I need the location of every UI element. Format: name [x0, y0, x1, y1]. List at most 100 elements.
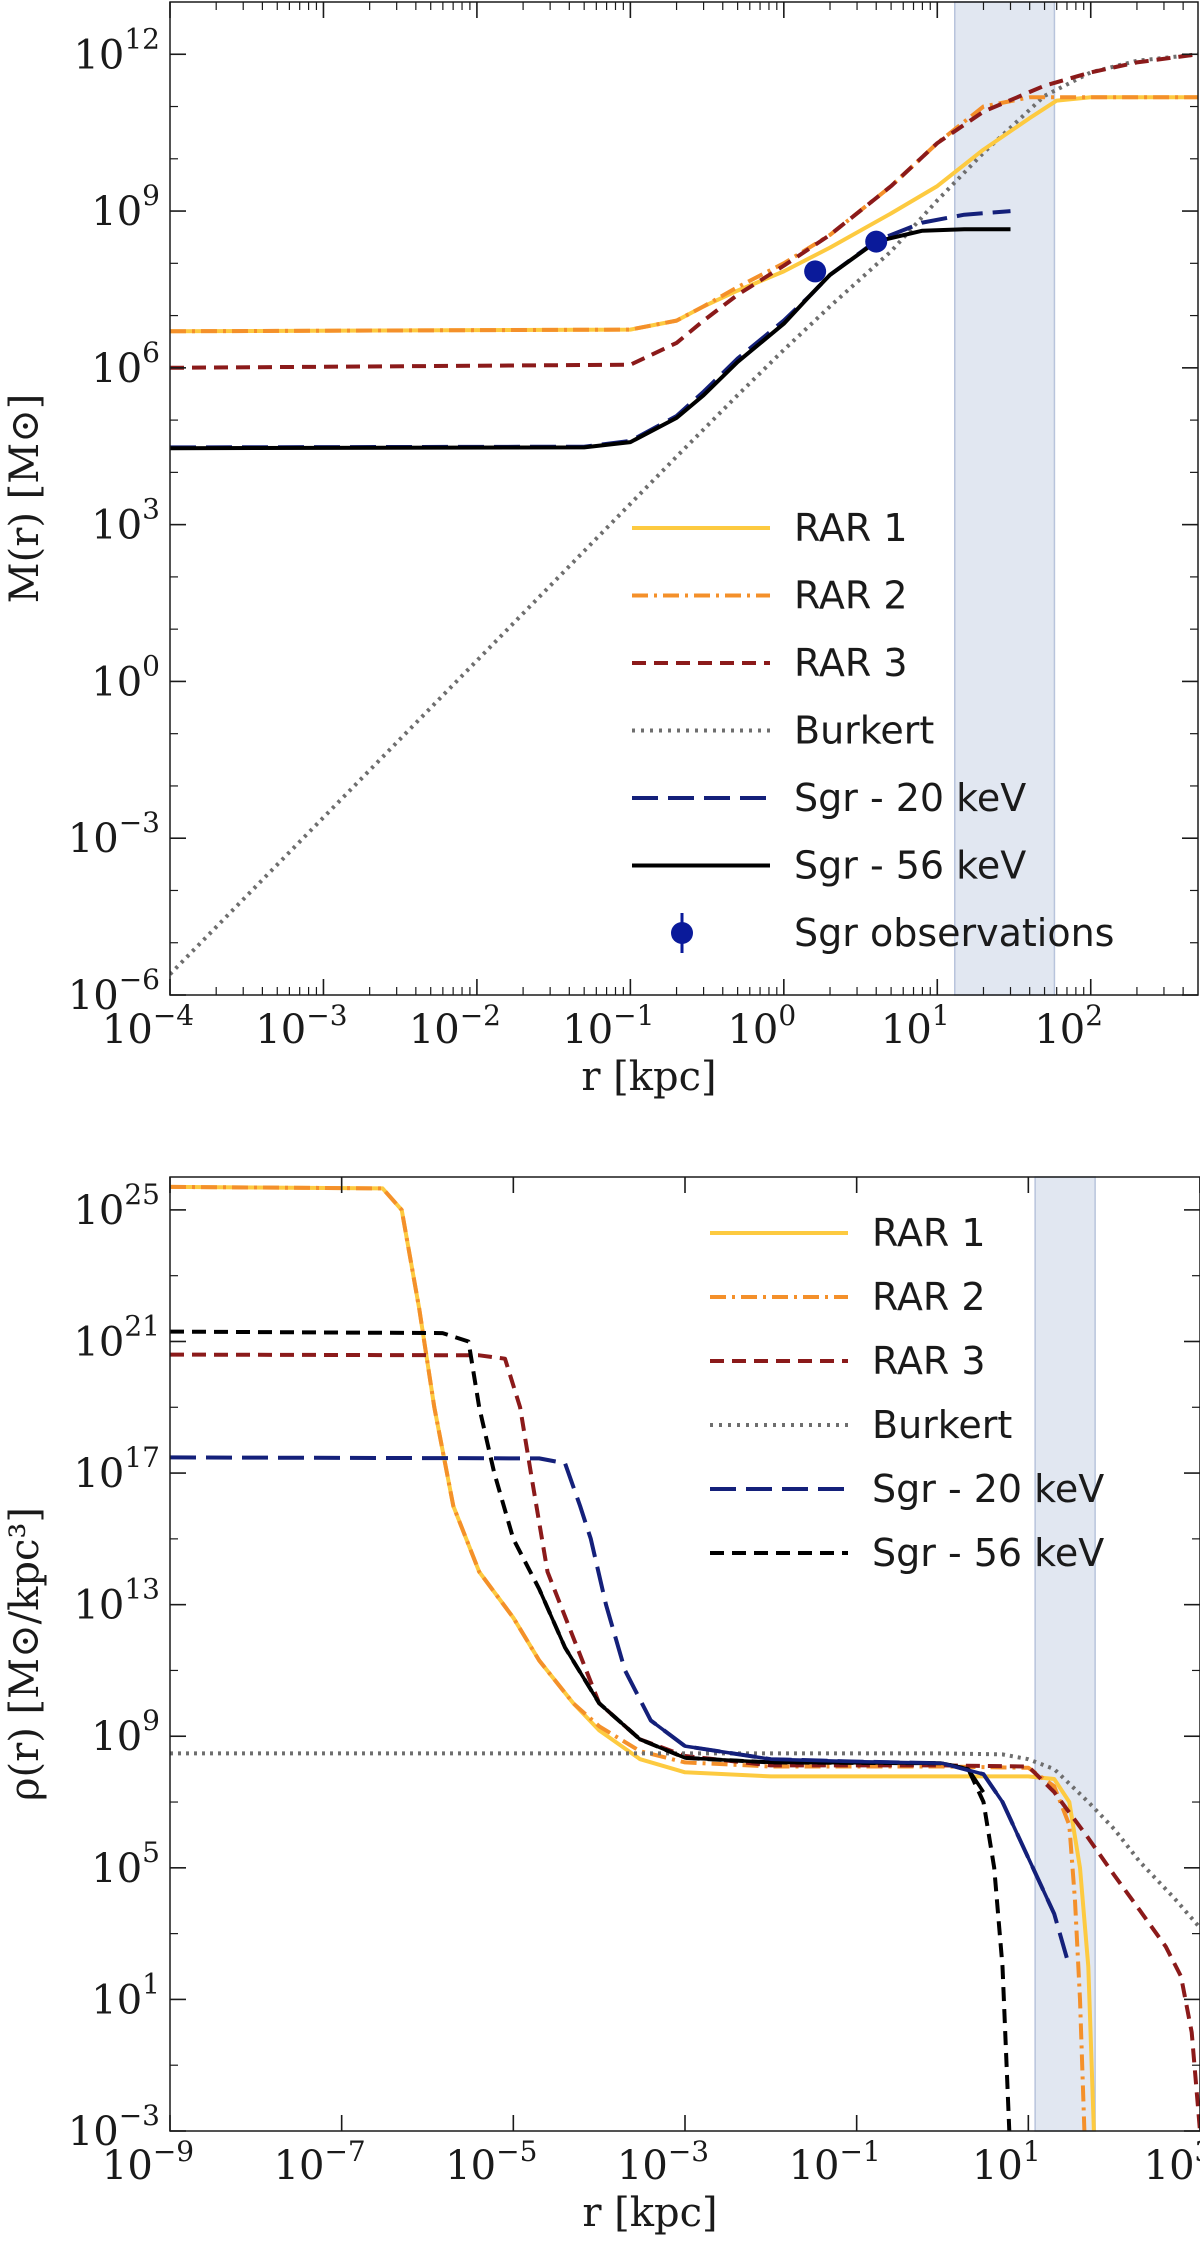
y-tick-label: 1025 [73, 1178, 160, 1234]
series-line-rar-3 [170, 52, 1198, 370]
legend: RAR 1 RAR 2 RAR 3 Burkert Sgr - 20 keV Sgr - … [632, 506, 1114, 955]
y-tick-label-base: 10 [91, 1846, 142, 1892]
x-tick-label: 101 [972, 2135, 1041, 2189]
density-profile-chart: 10−910−710−510−310−110110310−31011051091… [2, 1176, 1200, 2236]
y-tick-label-base: 10 [73, 1319, 124, 1365]
x-tick-label-exponent: −3 [306, 999, 347, 1032]
x-tick-label-exponent: −2 [460, 999, 501, 1032]
x-tick-label-exponent: 3 [1195, 2135, 1200, 2168]
y-tick-label-base: 10 [68, 816, 119, 862]
shaded-region [1034, 1176, 1096, 2132]
x-tick-label-exponent: −7 [324, 2135, 365, 2168]
y-tick-label-base: 10 [91, 1714, 142, 1760]
series-line-rar-2 [170, 1184, 1087, 2131]
y-tick-label-exponent: 9 [142, 179, 160, 212]
observation-point [865, 230, 888, 253]
y-tick-label-base: 10 [91, 503, 142, 549]
x-tick-label-exponent: −4 [153, 999, 194, 1032]
x-tick-label-base: 10 [1144, 2143, 1195, 2189]
x-tick-label-base: 10 [881, 1007, 932, 1053]
x-tick-label-base: 10 [445, 2143, 496, 2189]
y-axis-label: M(r) [M⊙] [2, 394, 48, 604]
x-tick-label-base: 10 [102, 2143, 153, 2189]
x-tick-label: 10−1 [789, 2135, 881, 2189]
y-tick-label-base: 10 [73, 1583, 124, 1629]
y-tick-label: 10−3 [68, 2099, 160, 2155]
legend-marker [671, 922, 693, 944]
x-axis-label: r [kpc] [582, 2190, 717, 2236]
y-axis-label: ρ(r) [M⊙/kpc³] [2, 1507, 48, 1801]
plot-frame [169, 1, 1199, 996]
x-tick-label-base: 10 [562, 1007, 613, 1053]
legend-label: RAR 3 [794, 641, 908, 685]
series-line-rar-2 [170, 95, 1198, 334]
x-tick-label-exponent: −3 [668, 2135, 709, 2168]
y-tick-label: 10−3 [68, 806, 160, 862]
mass-profile-chart: 10−4 10−3 10−2 10−1 100 101 10210−610−31001031… [2, 1, 1199, 1100]
y-tick-label-base: 10 [91, 1977, 142, 2023]
y-tick-label-exponent: 0 [142, 649, 160, 682]
y-tick-label: 103 [91, 493, 160, 549]
x-tick-label-exponent: −9 [153, 2135, 194, 2168]
y-tick-label: 109 [91, 179, 160, 235]
x-tick-label: 102 [1034, 999, 1103, 1053]
x-tick-label: 100 [727, 999, 796, 1053]
legend-label: Burkert [872, 1403, 1012, 1447]
x-tick-label: 10−7 [274, 2135, 366, 2189]
y-tick-label-base: 10 [73, 1188, 124, 1234]
y-tick-label: 1012 [73, 22, 160, 78]
series-line-sgr-20-kev [170, 209, 1011, 450]
legend-label: Sgr - 20 keV [794, 776, 1026, 820]
y-tick-label-base: 10 [68, 973, 119, 1019]
y-tick-label: 10−6 [68, 963, 160, 1019]
series-line-burkert [170, 1751, 1200, 1930]
y-tick-label: 101 [91, 1967, 160, 2023]
x-tick-label-exponent: −5 [496, 2135, 537, 2168]
legend-label: RAR 2 [794, 574, 908, 618]
x-tick-label-base: 10 [789, 2143, 840, 2189]
y-tick-label-base: 10 [91, 189, 142, 235]
x-tick-label-base: 10 [617, 2143, 668, 2189]
x-tick-label-base: 10 [1034, 1007, 1085, 1053]
y-tick-label-base: 10 [73, 32, 124, 78]
series-line-burkert [170, 52, 1198, 976]
y-tick-label: 1013 [73, 1573, 160, 1629]
x-tick-label: 103 [1144, 2135, 1200, 2189]
x-tick-label: 10−4 [102, 999, 194, 1053]
x-tick-label: 10−3 [255, 999, 347, 1053]
plot-area [170, 52, 1198, 976]
y-tick-label-exponent: 1 [142, 1967, 160, 2000]
y-tick-label-exponent: 13 [124, 1573, 160, 1606]
x-tick-label-base: 10 [255, 1007, 306, 1053]
y-tick-label: 100 [91, 649, 160, 705]
x-tick-label: 101 [881, 999, 950, 1053]
y-tick-label-base: 10 [91, 346, 142, 392]
y-tick-label: 106 [91, 336, 160, 392]
x-tick-label-base: 10 [274, 2143, 325, 2189]
y-tick-label: 1021 [73, 1309, 160, 1365]
y-tick-label-exponent: 12 [124, 22, 160, 55]
series-line-sgr-56-kev [170, 1329, 1012, 2131]
x-tick-label: 10−2 [409, 999, 501, 1053]
x-tick-label-exponent: 0 [778, 999, 796, 1032]
y-tick-label-exponent: 5 [142, 1836, 160, 1869]
y-tick-label-exponent: −6 [119, 963, 160, 996]
legend-label: Burkert [794, 709, 934, 753]
y-tick-label-exponent: 21 [124, 1309, 160, 1342]
legend-label: Sgr - 56 keV [872, 1531, 1104, 1575]
y-tick-label-exponent: 9 [142, 1704, 160, 1737]
series-line-rar-3 [170, 1352, 1200, 2131]
x-tick-label-exponent: 2 [1085, 999, 1103, 1032]
legend-label: RAR 2 [872, 1275, 986, 1319]
legend-label: RAR 3 [872, 1339, 986, 1383]
observation-point [804, 260, 827, 283]
x-tick-label: 10−1 [562, 999, 654, 1053]
x-tick-label-base: 10 [972, 2143, 1023, 2189]
legend-label: Sgr observations [794, 911, 1114, 955]
series-line-sgr-56-kev [170, 227, 1011, 451]
y-tick-label: 1017 [73, 1441, 160, 1497]
plot-area [170, 1184, 1200, 2131]
y-tick-label-base: 10 [68, 2109, 119, 2155]
x-tick-label: 10−5 [445, 2135, 537, 2189]
